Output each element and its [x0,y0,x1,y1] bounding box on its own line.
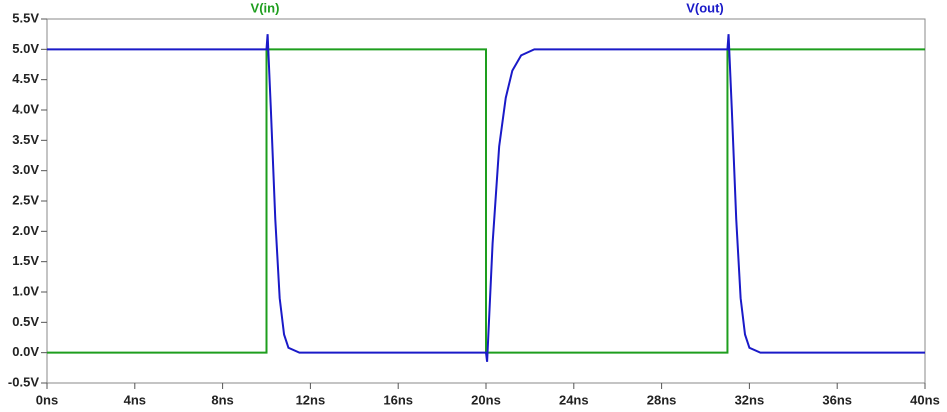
y-tick-label: 4.0V [12,101,39,116]
y-tick-label: 3.0V [12,162,39,177]
y-tick-label: 0.0V [12,344,39,359]
y-tick-label: 5.0V [12,41,39,56]
x-tick-label: 0ns [36,392,58,407]
series-line [47,34,925,362]
legend-label: V(in) [251,0,280,15]
legend-label: V(out) [686,0,724,15]
y-tick-label: 2.5V [12,192,39,207]
y-tick-label: 3.5V [12,132,39,147]
y-tick-label: 1.0V [12,283,39,298]
x-tick-label: 40ns [910,392,940,407]
y-tick-label: 5.5V [12,10,39,25]
x-tick-label: 24ns [559,392,589,407]
x-tick-label: 36ns [822,392,852,407]
x-tick-label: 32ns [735,392,765,407]
y-tick-label: 0.5V [12,314,39,329]
y-tick-label: 1.5V [12,253,39,268]
x-tick-label: 12ns [296,392,326,407]
x-tick-label: 8ns [211,392,233,407]
series-line [47,48,925,354]
y-tick-label: -0.5V [8,374,39,389]
y-tick-label: 2.0V [12,223,39,238]
x-tick-label: 16ns [383,392,413,407]
x-tick-label: 28ns [647,392,677,407]
x-tick-label: 20ns [471,392,501,407]
x-tick-label: 4ns [124,392,146,407]
y-tick-label: 4.5V [12,71,39,86]
